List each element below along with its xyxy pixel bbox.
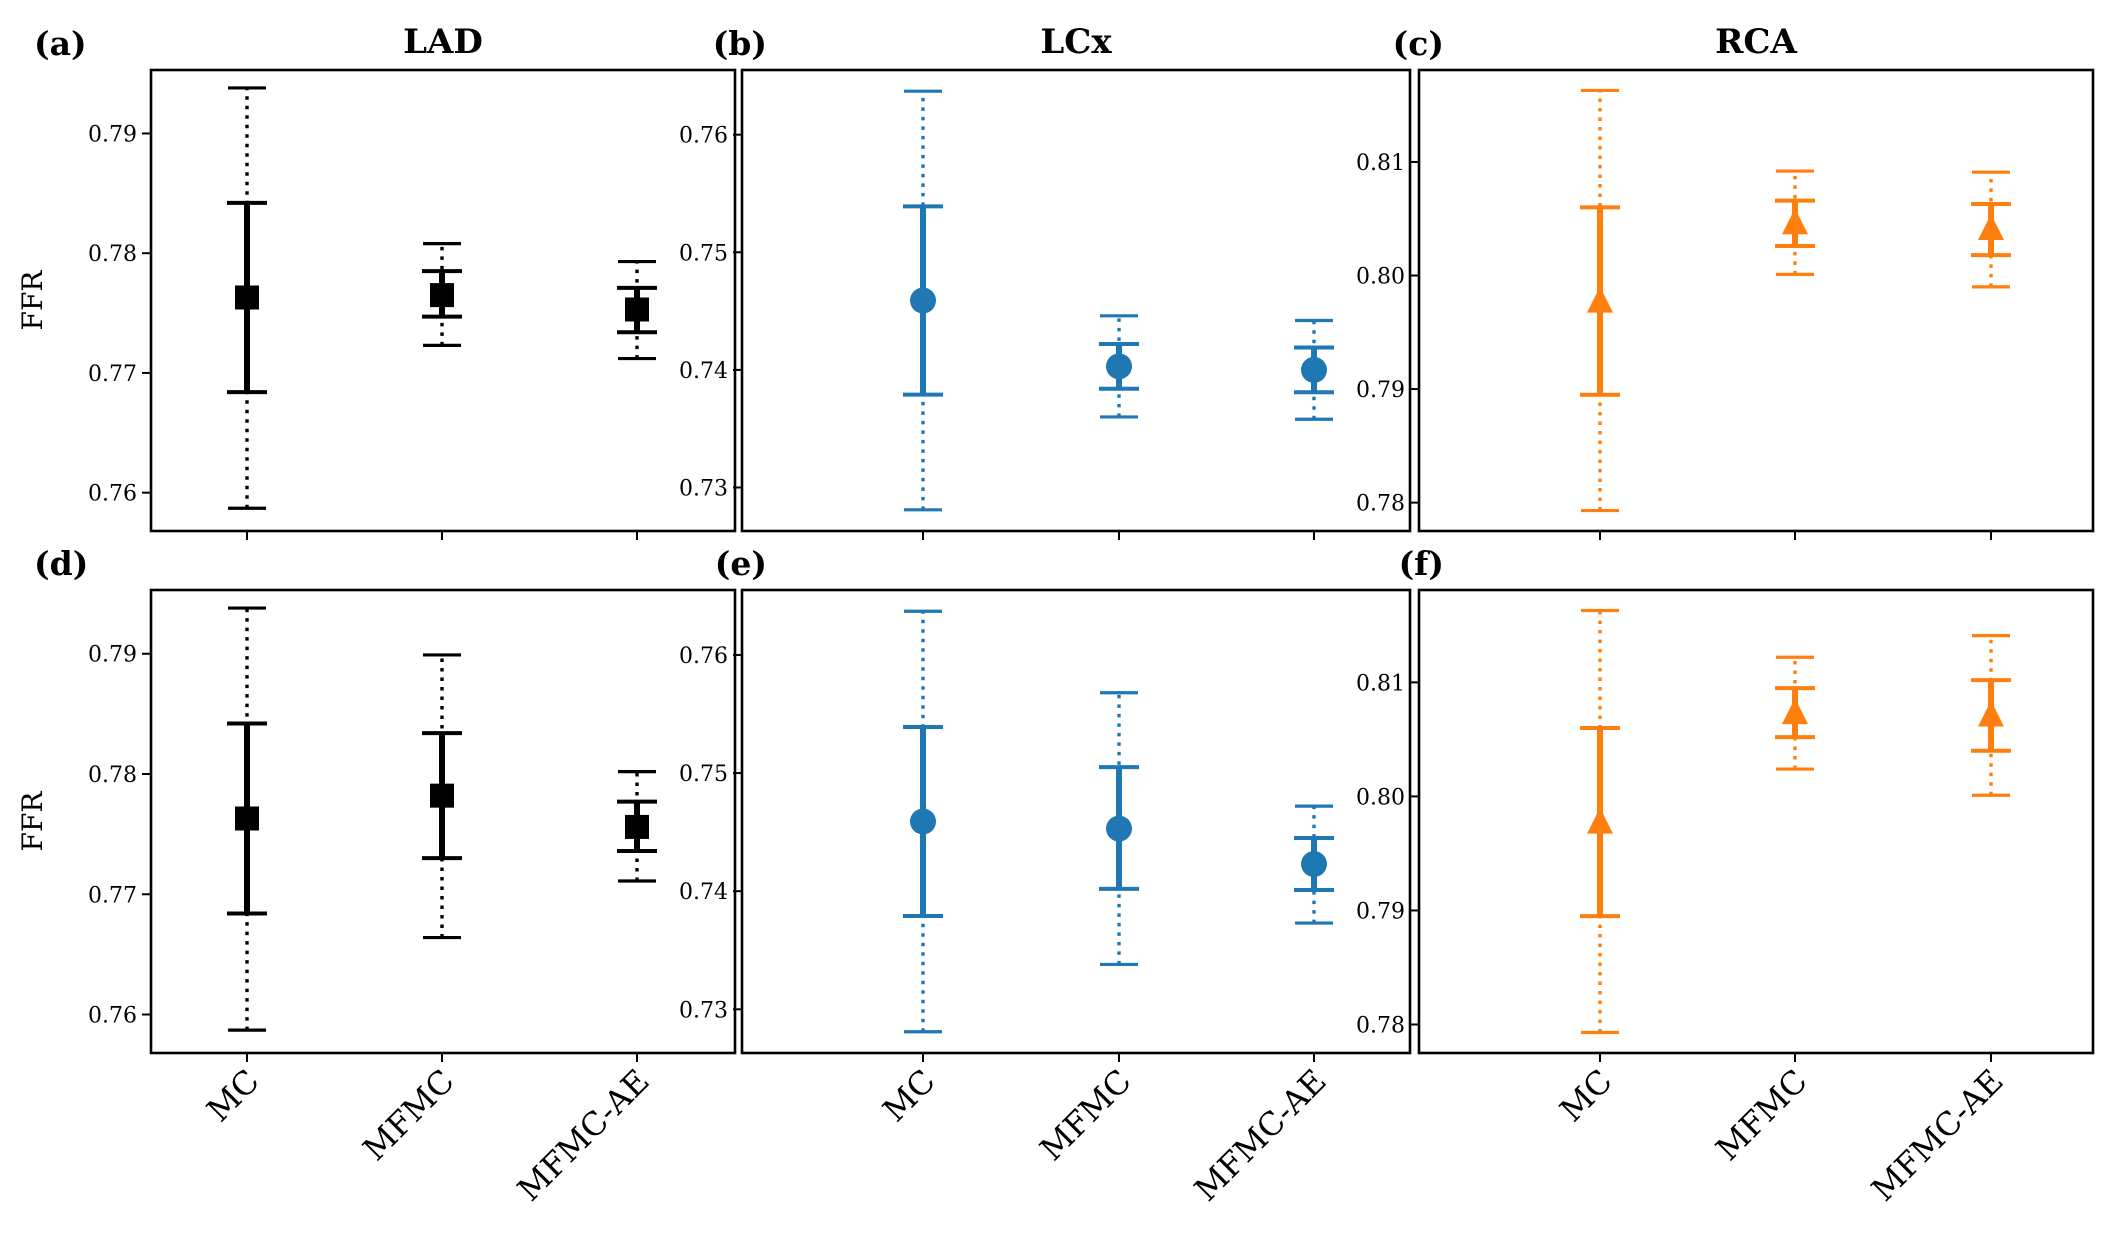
panel-label-b: (b) [713, 24, 767, 63]
mean-marker [1782, 208, 1808, 235]
mean-marker [235, 806, 259, 831]
point-f-mfmc [1775, 655, 1815, 771]
panel-label-a: (a) [34, 24, 87, 63]
mean-marker [625, 814, 649, 839]
point-c-mc [1580, 88, 1620, 513]
mean-marker [235, 285, 259, 310]
column-title-lad: LAD [403, 22, 483, 62]
y-tick-label: 0.78 [88, 242, 137, 267]
y-tick-label: 0.74 [679, 359, 728, 384]
point-e-mc [903, 609, 943, 1034]
column-title-rca: RCA [1715, 22, 1797, 62]
column-title-lcx: LCx [1040, 22, 1112, 62]
y-tick-label: 0.80 [1356, 785, 1405, 810]
y-tick-label: 0.78 [1356, 492, 1405, 517]
y-tick-label: 0.81 [1356, 151, 1405, 176]
y-tick-label: 0.77 [88, 362, 137, 387]
point-a-mfmc-ae [617, 259, 657, 361]
y-tick-label: 0.80 [1356, 265, 1405, 290]
y-tick-label: 0.79 [1356, 378, 1405, 403]
y-tick-label: 0.75 [679, 241, 728, 266]
mean-marker [625, 297, 649, 322]
mean-marker [1106, 815, 1132, 842]
panel-label-d: (d) [34, 544, 88, 583]
mean-marker [1978, 700, 2004, 727]
panel-b: 0.73 0.74 0.75 0.76 (b) [679, 24, 1412, 540]
y-tick-label: 0.81 [1356, 671, 1405, 696]
point-c-mfmc-ae [1971, 170, 2011, 289]
mean-marker [1301, 356, 1327, 383]
axes-frame [740, 588, 1412, 1055]
axes-frame [1417, 588, 2095, 1055]
y-tick-label: 0.73 [679, 476, 728, 501]
point-a-mc [227, 86, 267, 510]
y-axis-label: FFR [16, 270, 49, 331]
y-tick-label: 0.76 [679, 644, 728, 669]
y-tick-label: 0.79 [88, 122, 137, 147]
mean-marker [1587, 807, 1613, 834]
panel-c: 0.78 0.79 0.80 0.81 (c) [1356, 24, 2095, 540]
y-tick-label: 0.76 [88, 482, 137, 507]
mean-marker [430, 283, 454, 308]
mean-marker [1301, 851, 1327, 878]
mean-marker [1978, 213, 2004, 240]
mean-marker [910, 287, 936, 314]
y-tick-label: 0.79 [88, 643, 137, 668]
y-tick-label: 0.75 [679, 762, 728, 787]
mean-marker [1587, 286, 1613, 313]
y-axis-label: FFR [16, 791, 49, 852]
point-c-mfmc [1775, 169, 1815, 276]
point-a-mfmc [422, 242, 462, 348]
mean-marker [910, 808, 936, 835]
point-e-mfmc-ae [1294, 804, 1334, 925]
y-tick-label: 0.76 [679, 124, 728, 149]
mean-marker [1106, 353, 1132, 380]
panel-label-f: (f) [1399, 544, 1444, 583]
point-f-mc [1580, 608, 1620, 1035]
y-tick-label: 0.78 [88, 763, 137, 788]
y-tick-label: 0.74 [679, 880, 728, 905]
point-b-mc [903, 89, 943, 512]
point-d-mfmc [422, 653, 462, 940]
mean-marker [430, 783, 454, 808]
axes-frame [740, 68, 1412, 533]
y-tick-label: 0.73 [679, 998, 728, 1023]
y-tick-label: 0.79 [1356, 899, 1405, 924]
point-b-mfmc [1099, 314, 1139, 419]
point-e-mfmc [1099, 691, 1139, 967]
point-f-mfmc-ae [1971, 634, 2011, 797]
panel-label-e: (e) [715, 544, 767, 583]
y-tick-label: 0.78 [1356, 1013, 1405, 1038]
point-b-mfmc-ae [1294, 318, 1334, 421]
axes-frame [1417, 68, 2095, 533]
mean-marker [1782, 698, 1808, 725]
panel-a: 0.76 0.77 0.78 0.79 FFR (a) [16, 24, 737, 540]
panel-label-c: (c) [1393, 24, 1444, 63]
point-d-mfmc-ae [617, 769, 657, 883]
y-tick-label: 0.76 [88, 1004, 137, 1029]
point-d-mc [227, 606, 267, 1032]
y-tick-label: 0.77 [88, 883, 137, 908]
